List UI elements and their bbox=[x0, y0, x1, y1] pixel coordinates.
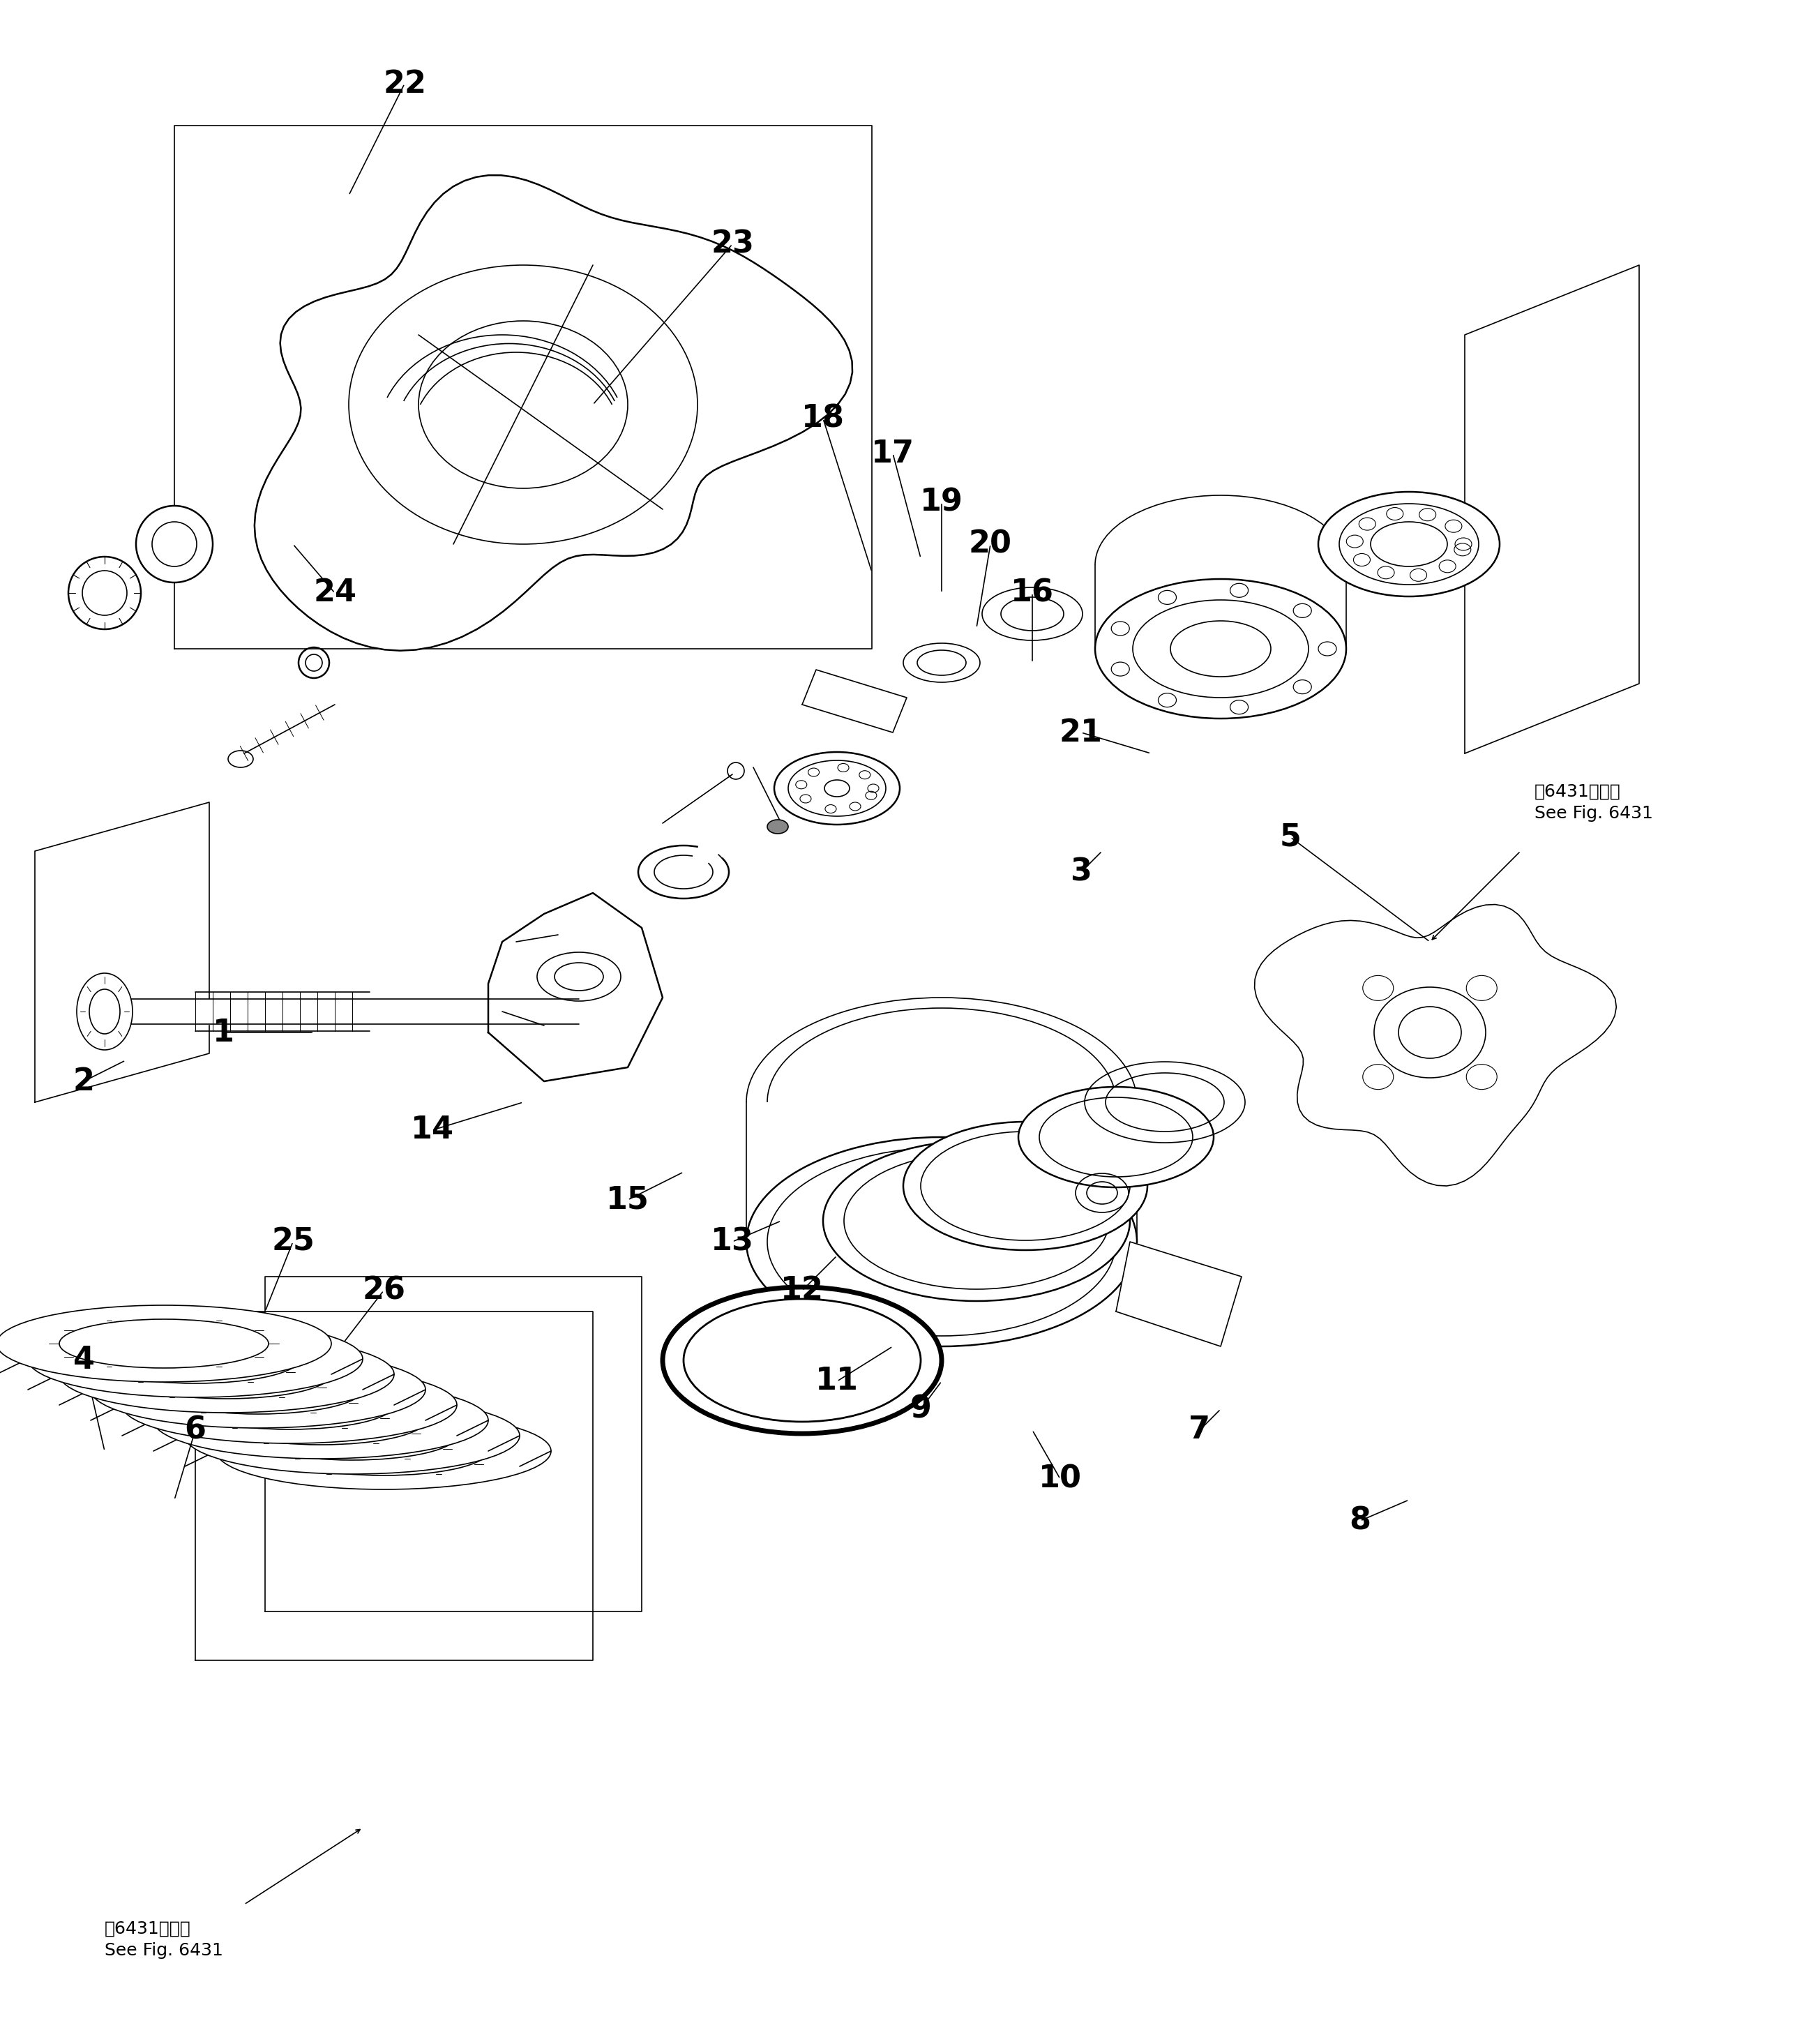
Ellipse shape bbox=[185, 1398, 520, 1474]
Ellipse shape bbox=[69, 556, 142, 630]
Ellipse shape bbox=[767, 820, 789, 834]
Ellipse shape bbox=[27, 1320, 363, 1398]
Ellipse shape bbox=[903, 1122, 1147, 1251]
Ellipse shape bbox=[1096, 578, 1346, 719]
Polygon shape bbox=[801, 670, 907, 732]
Text: 13: 13 bbox=[710, 1226, 754, 1257]
Ellipse shape bbox=[153, 1382, 489, 1459]
Text: 1: 1 bbox=[213, 1018, 234, 1047]
Ellipse shape bbox=[136, 505, 213, 583]
Ellipse shape bbox=[774, 752, 899, 824]
Ellipse shape bbox=[1319, 493, 1499, 597]
Text: 18: 18 bbox=[801, 403, 845, 433]
Polygon shape bbox=[1116, 1243, 1241, 1347]
Text: 25: 25 bbox=[271, 1226, 314, 1257]
Text: 第6431図参照
See Fig. 6431: 第6431図参照 See Fig. 6431 bbox=[105, 1919, 223, 1958]
Text: 17: 17 bbox=[870, 439, 914, 468]
Text: 5: 5 bbox=[1279, 822, 1301, 852]
Text: 26: 26 bbox=[362, 1275, 405, 1306]
Text: 21: 21 bbox=[1059, 717, 1103, 748]
Text: 10: 10 bbox=[1039, 1464, 1081, 1494]
Polygon shape bbox=[1254, 903, 1617, 1186]
Ellipse shape bbox=[747, 1136, 1137, 1347]
Text: 8: 8 bbox=[1350, 1506, 1372, 1535]
Text: 24: 24 bbox=[313, 578, 356, 607]
Text: 15: 15 bbox=[607, 1186, 649, 1214]
Ellipse shape bbox=[663, 1288, 941, 1433]
Ellipse shape bbox=[91, 1351, 425, 1429]
Text: 2: 2 bbox=[73, 1067, 94, 1096]
Text: 16: 16 bbox=[1010, 578, 1054, 607]
Ellipse shape bbox=[60, 1337, 394, 1412]
Ellipse shape bbox=[216, 1412, 551, 1490]
Text: 4: 4 bbox=[73, 1345, 94, 1376]
Polygon shape bbox=[489, 893, 663, 1081]
Text: 3: 3 bbox=[1070, 856, 1092, 887]
Ellipse shape bbox=[122, 1367, 456, 1443]
Polygon shape bbox=[254, 176, 852, 650]
Text: 9: 9 bbox=[910, 1394, 932, 1425]
Text: 第6431図参照
See Fig. 6431: 第6431図参照 See Fig. 6431 bbox=[1535, 783, 1653, 822]
Text: 6: 6 bbox=[185, 1414, 205, 1445]
Ellipse shape bbox=[76, 973, 133, 1051]
Text: 23: 23 bbox=[710, 229, 754, 260]
Ellipse shape bbox=[823, 1141, 1130, 1302]
Text: 12: 12 bbox=[781, 1275, 823, 1306]
Ellipse shape bbox=[0, 1306, 331, 1382]
Text: 22: 22 bbox=[383, 69, 427, 98]
Text: 20: 20 bbox=[968, 529, 1012, 560]
Text: 14: 14 bbox=[411, 1116, 454, 1145]
Text: 7: 7 bbox=[1188, 1414, 1210, 1445]
Text: 11: 11 bbox=[816, 1365, 859, 1396]
Ellipse shape bbox=[1018, 1087, 1214, 1188]
Text: 19: 19 bbox=[919, 486, 963, 517]
